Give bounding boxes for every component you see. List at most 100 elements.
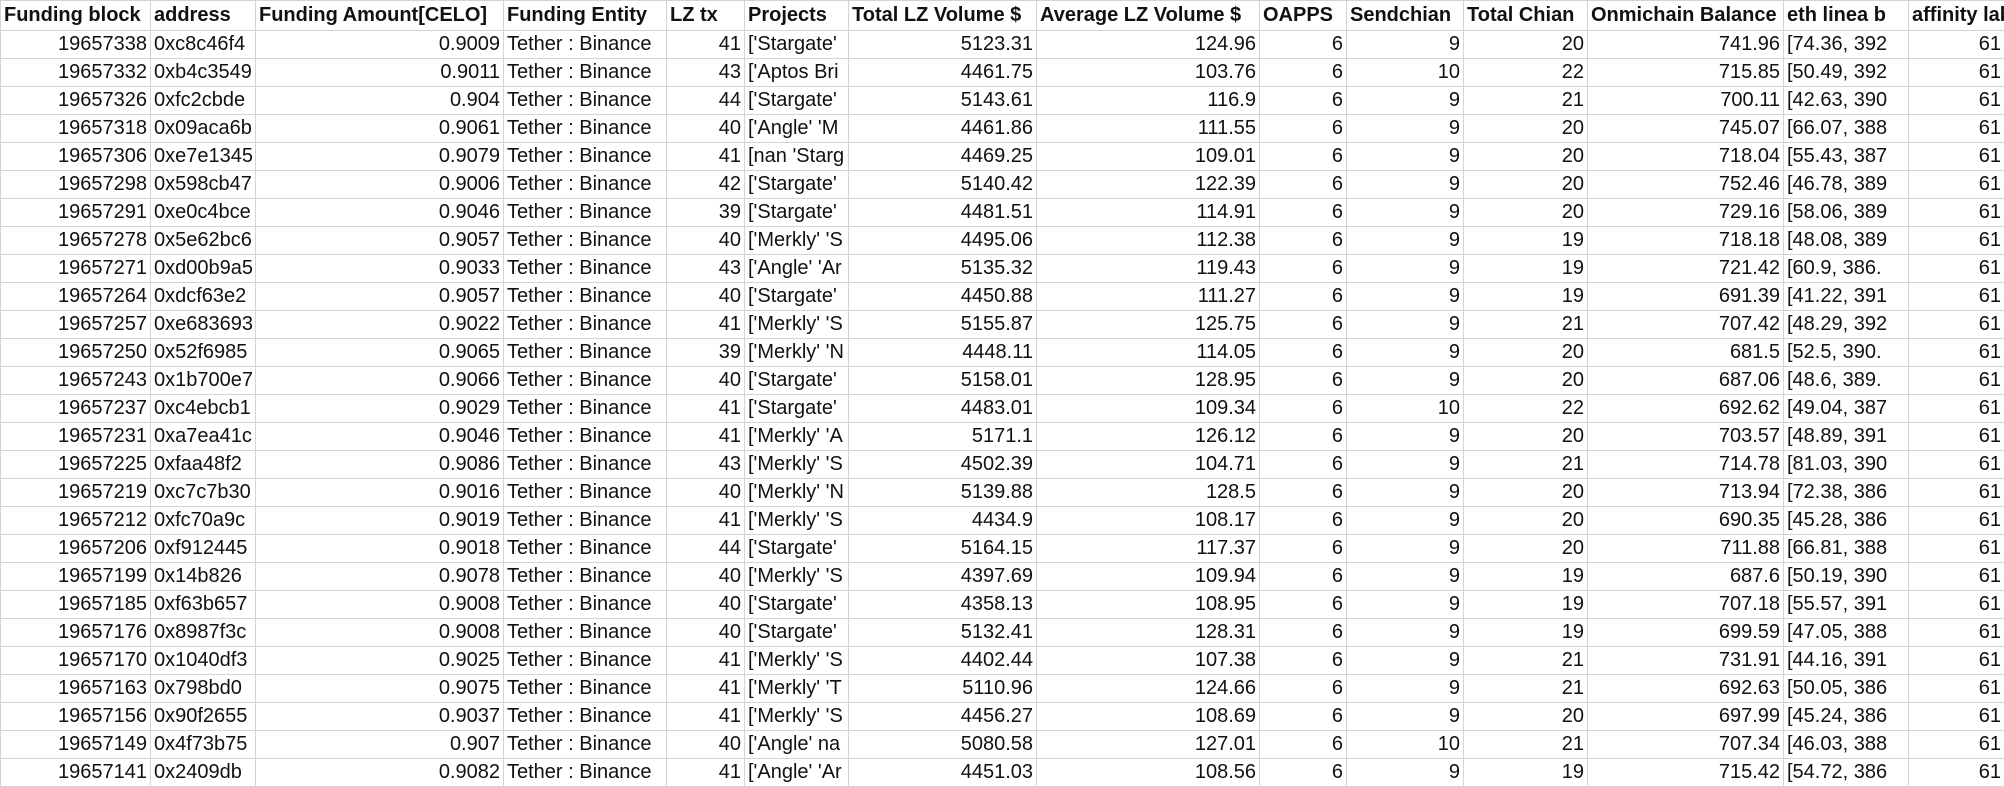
- column-header[interactable]: Funding block: [1, 1, 151, 31]
- table-cell[interactable]: 61: [1909, 479, 2004, 507]
- table-cell[interactable]: ['Merkly' 'S: [745, 451, 849, 479]
- table-cell[interactable]: Tether : Binance: [504, 591, 667, 619]
- table-cell[interactable]: 0xe7e1345: [151, 143, 256, 171]
- table-cell[interactable]: 61: [1909, 115, 2004, 143]
- table-cell[interactable]: 9: [1347, 115, 1464, 143]
- table-cell[interactable]: 9: [1347, 339, 1464, 367]
- table-cell[interactable]: 128.31: [1037, 619, 1260, 647]
- table-cell[interactable]: 108.56: [1037, 759, 1260, 787]
- table-cell[interactable]: 715.42: [1588, 759, 1784, 787]
- table-cell[interactable]: 6: [1260, 255, 1347, 283]
- table-cell[interactable]: 124.96: [1037, 31, 1260, 59]
- table-cell[interactable]: 6: [1260, 647, 1347, 675]
- table-cell[interactable]: [45.24, 386: [1784, 703, 1909, 731]
- table-cell[interactable]: 0.9009: [256, 31, 504, 59]
- table-cell[interactable]: 0.904: [256, 87, 504, 115]
- table-cell[interactable]: 707.18: [1588, 591, 1784, 619]
- table-cell[interactable]: 5143.61: [849, 87, 1037, 115]
- table-cell[interactable]: 5123.31: [849, 31, 1037, 59]
- table-cell[interactable]: 9: [1347, 507, 1464, 535]
- table-cell[interactable]: 19: [1464, 619, 1588, 647]
- table-cell[interactable]: 6: [1260, 227, 1347, 255]
- table-cell[interactable]: 20: [1464, 423, 1588, 451]
- table-cell[interactable]: ['Stargate': [745, 87, 849, 115]
- table-cell[interactable]: 4481.51: [849, 199, 1037, 227]
- table-cell[interactable]: Tether : Binance: [504, 535, 667, 563]
- table-cell[interactable]: ['Stargate': [745, 199, 849, 227]
- table-cell[interactable]: 41: [667, 507, 745, 535]
- table-cell[interactable]: Tether : Binance: [504, 31, 667, 59]
- table-cell[interactable]: 19657156: [1, 703, 151, 731]
- table-cell[interactable]: ['Angle' na: [745, 731, 849, 759]
- table-cell[interactable]: 687.6: [1588, 563, 1784, 591]
- table-cell[interactable]: 6: [1260, 395, 1347, 423]
- table-cell[interactable]: 41: [667, 703, 745, 731]
- table-cell[interactable]: 61: [1909, 227, 2004, 255]
- table-cell[interactable]: 0.9057: [256, 227, 504, 255]
- table-cell[interactable]: 6: [1260, 451, 1347, 479]
- table-cell[interactable]: 0xc4ebcb1: [151, 395, 256, 423]
- table-cell[interactable]: 0x8987f3c: [151, 619, 256, 647]
- table-cell[interactable]: 19: [1464, 227, 1588, 255]
- table-cell[interactable]: [46.78, 389: [1784, 171, 1909, 199]
- table-cell[interactable]: ['Merkly' 'S: [745, 647, 849, 675]
- table-cell[interactable]: 729.16: [1588, 199, 1784, 227]
- table-cell[interactable]: 4358.13: [849, 591, 1037, 619]
- table-cell[interactable]: [74.36, 392: [1784, 31, 1909, 59]
- table-cell[interactable]: 0.9029: [256, 395, 504, 423]
- table-cell[interactable]: 5139.88: [849, 479, 1037, 507]
- table-cell[interactable]: 4448.11: [849, 339, 1037, 367]
- table-cell[interactable]: 19657257: [1, 311, 151, 339]
- table-cell[interactable]: 4434.9: [849, 507, 1037, 535]
- table-cell[interactable]: 117.37: [1037, 535, 1260, 563]
- table-cell[interactable]: 40: [667, 283, 745, 311]
- table-cell[interactable]: 0.9046: [256, 423, 504, 451]
- table-cell[interactable]: 0.9061: [256, 115, 504, 143]
- table-cell[interactable]: [66.81, 388: [1784, 535, 1909, 563]
- table-cell[interactable]: 41: [667, 423, 745, 451]
- table-cell[interactable]: 21: [1464, 311, 1588, 339]
- table-cell[interactable]: Tether : Binance: [504, 59, 667, 87]
- table-cell[interactable]: 22: [1464, 59, 1588, 87]
- table-cell[interactable]: 707.34: [1588, 731, 1784, 759]
- table-cell[interactable]: 718.04: [1588, 143, 1784, 171]
- table-cell[interactable]: 0x90f2655: [151, 703, 256, 731]
- table-cell[interactable]: 9: [1347, 535, 1464, 563]
- table-cell[interactable]: 44: [667, 87, 745, 115]
- table-cell[interactable]: 718.18: [1588, 227, 1784, 255]
- table-cell[interactable]: 4461.75: [849, 59, 1037, 87]
- table-cell[interactable]: 43: [667, 451, 745, 479]
- table-cell[interactable]: 0.9008: [256, 619, 504, 647]
- table-cell[interactable]: 41: [667, 647, 745, 675]
- table-cell[interactable]: 20: [1464, 143, 1588, 171]
- table-cell[interactable]: ['Stargate': [745, 395, 849, 423]
- table-cell[interactable]: 0.9075: [256, 675, 504, 703]
- table-cell[interactable]: 0x2409db: [151, 759, 256, 787]
- table-cell[interactable]: [50.05, 386: [1784, 675, 1909, 703]
- table-cell[interactable]: 690.35: [1588, 507, 1784, 535]
- table-cell[interactable]: 0x1b700e7: [151, 367, 256, 395]
- table-cell[interactable]: 20: [1464, 535, 1588, 563]
- table-cell[interactable]: 4451.03: [849, 759, 1037, 787]
- column-header[interactable]: Sendchian: [1347, 1, 1464, 31]
- table-cell[interactable]: 4461.86: [849, 115, 1037, 143]
- table-cell[interactable]: 9: [1347, 675, 1464, 703]
- table-cell[interactable]: 119.43: [1037, 255, 1260, 283]
- column-header[interactable]: OAPPS: [1260, 1, 1347, 31]
- table-cell[interactable]: 6: [1260, 675, 1347, 703]
- table-cell[interactable]: 61: [1909, 255, 2004, 283]
- table-cell[interactable]: 741.96: [1588, 31, 1784, 59]
- table-cell[interactable]: 5135.32: [849, 255, 1037, 283]
- table-cell[interactable]: 61: [1909, 171, 2004, 199]
- table-cell[interactable]: 9: [1347, 619, 1464, 647]
- table-cell[interactable]: 711.88: [1588, 535, 1784, 563]
- table-cell[interactable]: 19657206: [1, 535, 151, 563]
- table-cell[interactable]: 0.9025: [256, 647, 504, 675]
- table-cell[interactable]: ['Stargate': [745, 171, 849, 199]
- table-cell[interactable]: ['Merkly' 'S: [745, 311, 849, 339]
- table-cell[interactable]: 4469.25: [849, 143, 1037, 171]
- table-cell[interactable]: 42: [667, 171, 745, 199]
- table-cell[interactable]: 61: [1909, 507, 2004, 535]
- table-cell[interactable]: 19657332: [1, 59, 151, 87]
- table-cell[interactable]: [49.04, 387: [1784, 395, 1909, 423]
